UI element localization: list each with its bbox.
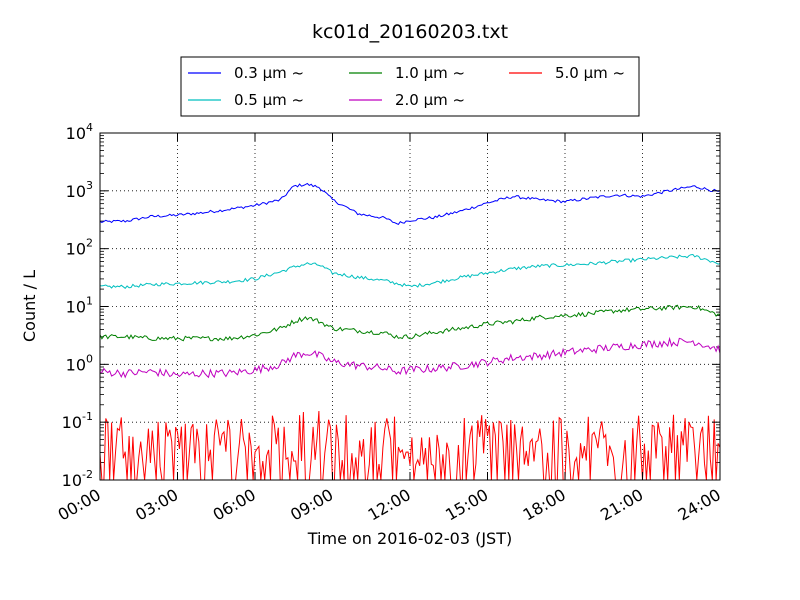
- legend-box: [180, 56, 640, 117]
- y-axis-title: Count / L: [20, 270, 39, 342]
- y-tick-label: 101: [66, 295, 93, 317]
- legend-label: 1.0 μm ~: [395, 64, 465, 82]
- series-line-1: [99, 182, 721, 226]
- x-tick-labels: 00:00 03:00 06:00 09:00 12:00 15:00 18:00 21:00…: [55, 485, 724, 525]
- x-tick-label: 03:00: [132, 485, 181, 525]
- y-tick-label: 10-2: [62, 468, 93, 490]
- y-tick-label: 100: [66, 352, 93, 374]
- x-tick-label: 00:00: [55, 485, 104, 525]
- x-tick-label: 15:00: [442, 485, 491, 525]
- major-ticks: [99, 132, 721, 481]
- legend-item-4: 2.0 μm ~: [349, 91, 465, 109]
- legend-label: 5.0 μm ~: [555, 64, 625, 82]
- x-tick-label: 18:00: [520, 485, 569, 525]
- legend-label: 0.3 μm ~: [234, 64, 304, 82]
- series-layer: [99, 182, 721, 481]
- y-tick-labels: 10-2 10-1 100 101 102 103 104: [62, 121, 93, 490]
- y-tick-label: 103: [66, 179, 93, 201]
- legend-item-1: 0.3 μm ~: [188, 64, 304, 82]
- legend-item-3: 1.0 μm ~: [349, 64, 465, 82]
- series-line-4: [99, 336, 721, 379]
- x-tick-label: 21:00: [597, 485, 646, 525]
- y-tick-label: 10-1: [62, 410, 93, 432]
- y-tick-label: 104: [66, 121, 93, 143]
- x-tick-label: 06:00: [210, 485, 259, 525]
- legend: 0.3 μm ~ 0.5 μm ~ 1.0 μm ~ 2.0 μm ~ 5.0 μm ~: [180, 56, 640, 117]
- legend-item-2: 0.5 μm ~: [188, 91, 304, 109]
- series-line-2: [99, 253, 721, 289]
- x-tick-label: 12:00: [365, 485, 414, 525]
- chart-title: kc01d_20160203.txt: [312, 21, 508, 43]
- series-line-3: [99, 304, 721, 342]
- x-axis-title: Time on 2016-02-03 (JST): [307, 529, 512, 548]
- x-tick-label: 09:00: [287, 485, 336, 525]
- legend-label: 0.5 μm ~: [234, 91, 304, 109]
- y-tick-label: 102: [66, 237, 93, 259]
- legend-label: 2.0 μm ~: [395, 91, 465, 109]
- x-tick-label: 24:00: [675, 485, 724, 525]
- legend-item-5: 5.0 μm ~: [509, 64, 625, 82]
- grid: [100, 133, 720, 480]
